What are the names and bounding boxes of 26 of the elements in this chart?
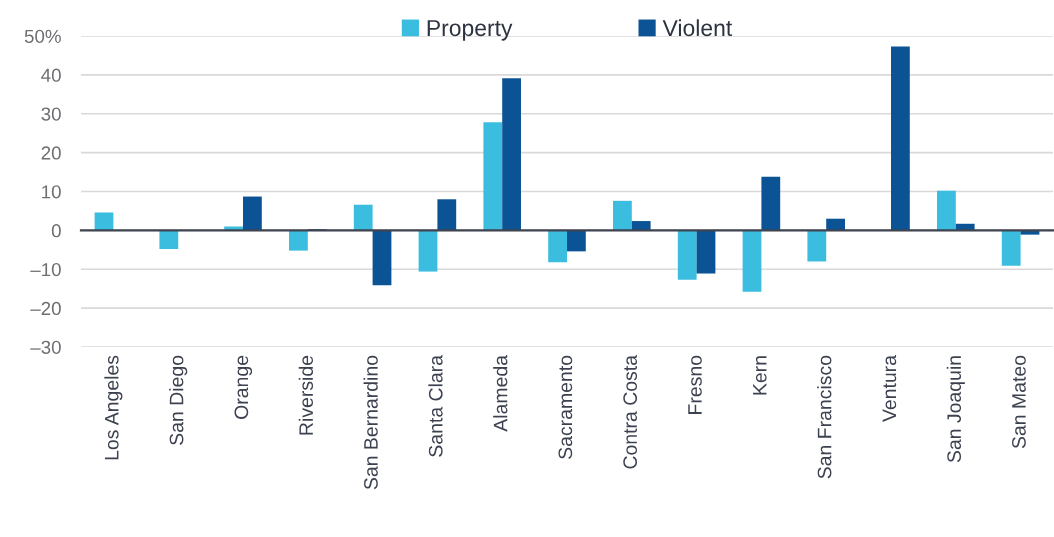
y-tick-label: 10 [42, 185, 61, 199]
x-tick-label: San Francisco [817, 355, 832, 479]
x-tick-label: Ventura [882, 355, 897, 422]
x-tick-label: Alameda [493, 355, 508, 432]
x-tick-label: Kern [753, 356, 767, 395]
x-tick-label: Sacramento [558, 355, 573, 459]
x-tick-label: San Joaquin [946, 356, 965, 463]
y-tick-label: –30 [30, 340, 61, 354]
legend-label: Violent [662, 19, 733, 37]
x-tick-label: Los Angeles [104, 355, 123, 460]
y-tick-label: 50% [24, 29, 61, 43]
y-tick-label: 40 [41, 68, 61, 82]
x-tick-label: San Bernardino [363, 355, 378, 490]
x-tick-label: Santa Clara [428, 355, 443, 457]
y-tick-label: 20 [41, 146, 61, 160]
x-tick-label: Contra Costa [623, 354, 638, 469]
x-tick-label: Fresno [688, 355, 702, 414]
x-tick-label: Riverside [298, 355, 314, 435]
y-tick-label: –20 [30, 301, 61, 316]
y-tick-label: 30 [41, 107, 61, 121]
x-tick-label: San Mateo [1012, 355, 1026, 449]
y-tick-label: 0 [51, 224, 61, 238]
x-tick-label: Orange [234, 355, 253, 419]
legend-label: Property [427, 20, 513, 41]
x-tick-label: San Diego [169, 355, 188, 445]
y-tick-label: –10 [30, 262, 61, 277]
